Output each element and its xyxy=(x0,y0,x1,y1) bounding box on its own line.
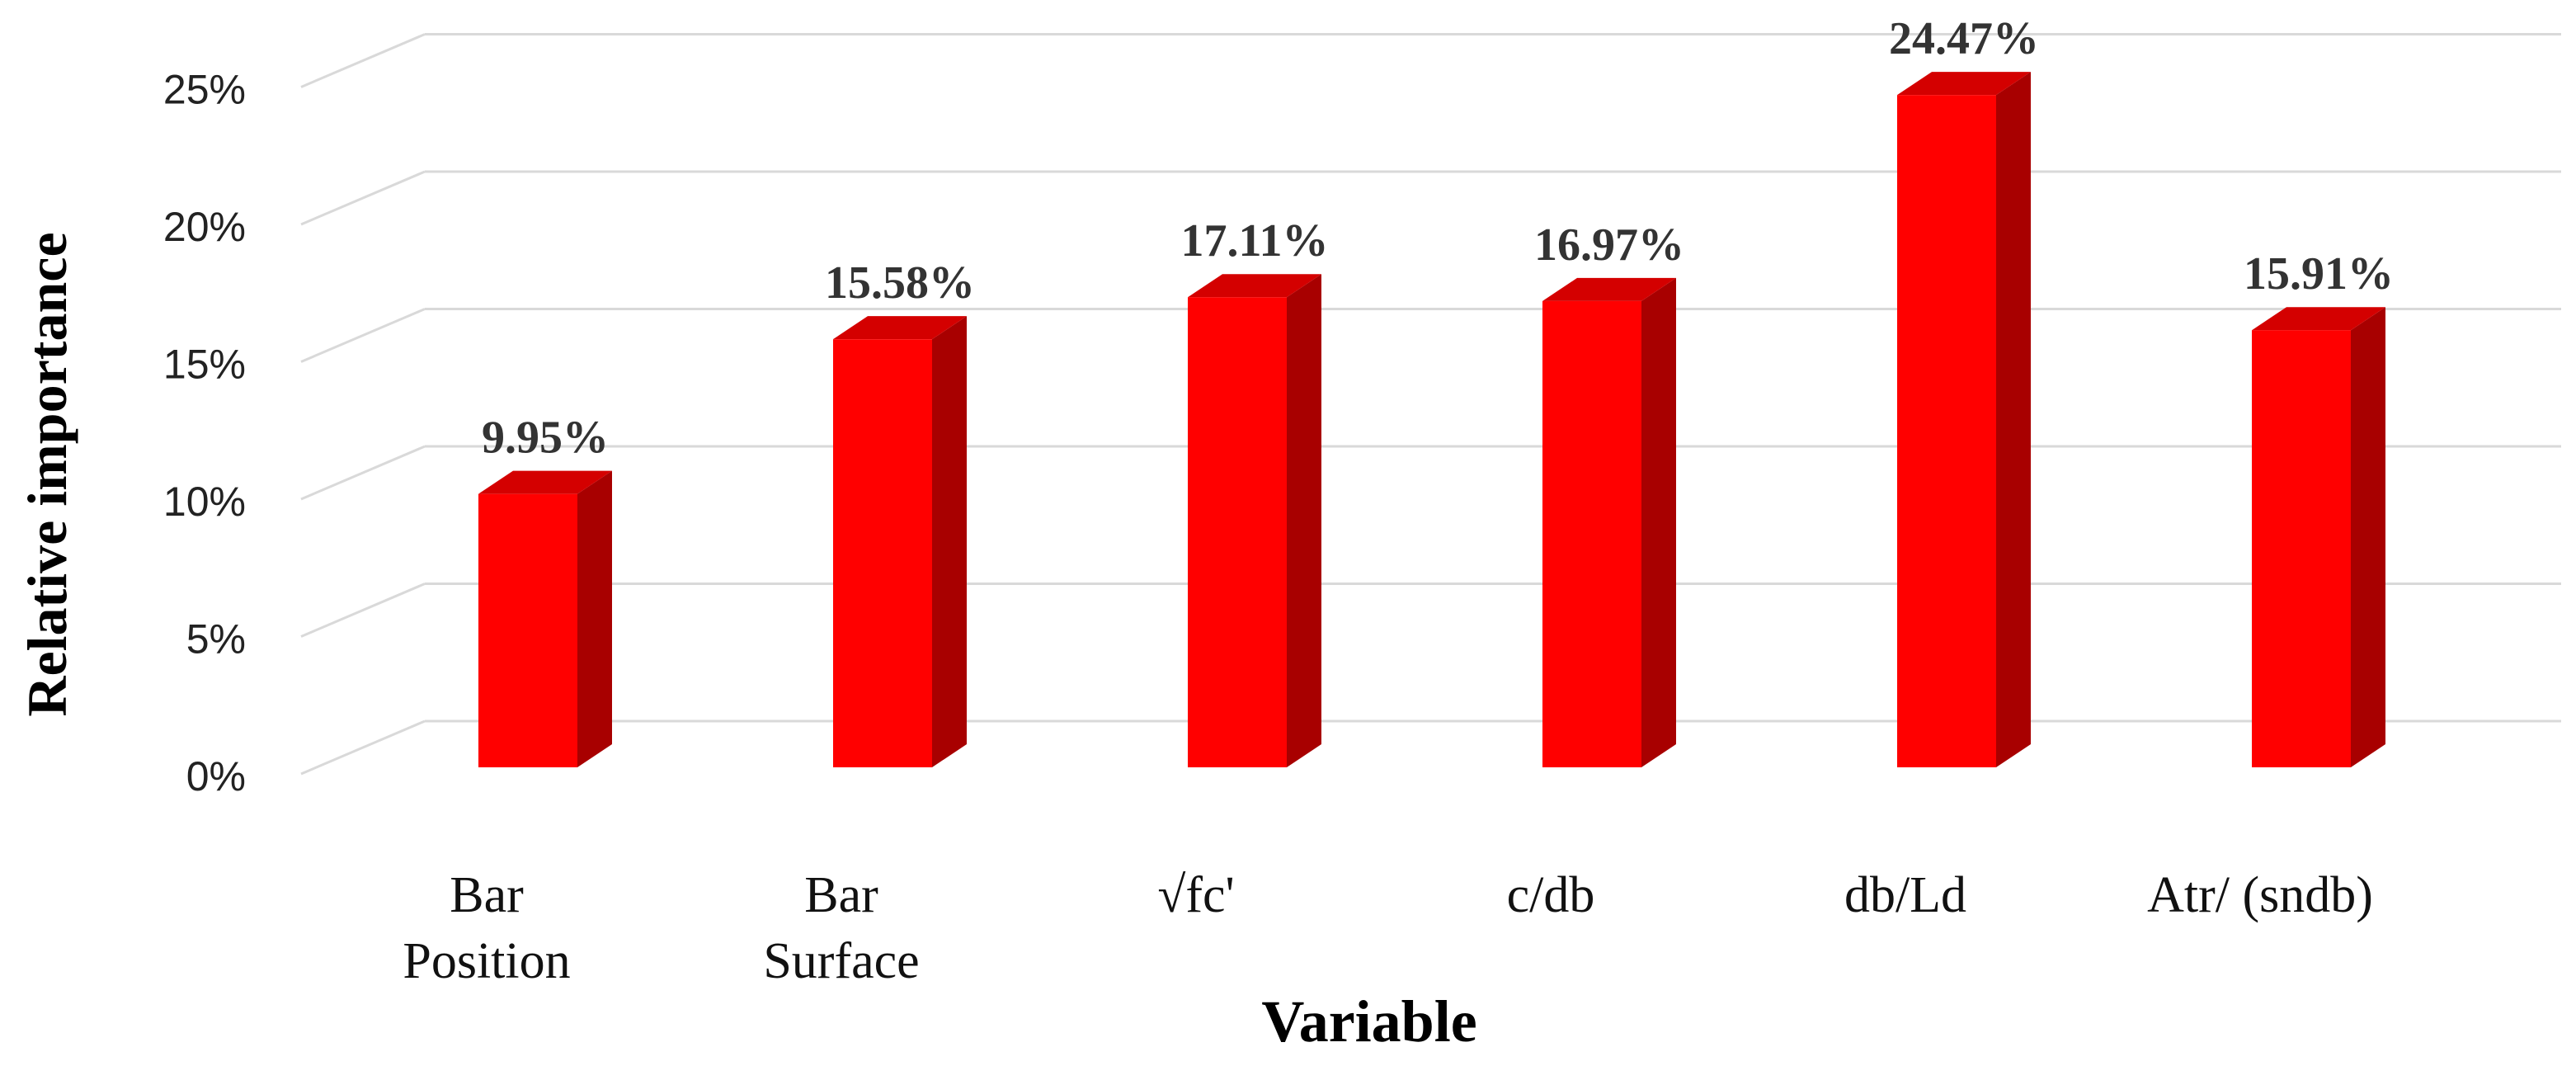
bar-front xyxy=(1897,95,1996,768)
bar-side xyxy=(932,316,967,767)
bar xyxy=(478,470,612,767)
y-axis-ticks: 0% 5% 10% 15% 20% 25% xyxy=(163,67,246,800)
y-tick-label: 25% xyxy=(163,67,246,113)
x-tick-label: Bar Surface xyxy=(763,867,919,989)
bar-side xyxy=(1287,274,1321,767)
data-label: 15.58% xyxy=(825,257,975,309)
bar xyxy=(1188,274,1321,767)
bar-side xyxy=(1641,277,1676,767)
gridline-diagonal xyxy=(300,170,426,226)
bar-front xyxy=(2252,330,2351,767)
bar xyxy=(1897,72,2031,768)
y-axis-title: Relative importance xyxy=(16,232,78,716)
y-tick-label: 10% xyxy=(163,479,246,525)
bars xyxy=(478,72,2385,768)
x-tick-label: db/Ld xyxy=(1844,867,1966,923)
gridlines xyxy=(300,33,2561,776)
bar-top xyxy=(1188,274,1321,298)
bar-top xyxy=(2252,307,2385,331)
bar-side xyxy=(577,470,612,767)
data-label: 24.47% xyxy=(1889,13,2039,64)
x-tick-label: Bar Position xyxy=(403,867,570,989)
data-labels: 9.95% 15.58% 17.11% 16.97% 24.47% 15.91% xyxy=(482,13,2394,464)
y-tick-label: 0% xyxy=(186,753,246,800)
x-tick-label: √fc' xyxy=(1157,867,1234,923)
y-tick-label: 15% xyxy=(163,342,246,388)
gridline-diagonal xyxy=(300,33,426,88)
bar xyxy=(1542,277,1676,767)
bar-front xyxy=(1542,300,1641,767)
gridline-diagonal xyxy=(300,308,426,363)
bar-side xyxy=(1996,72,2031,768)
y-tick-label: 5% xyxy=(186,616,246,663)
data-label: 16.97% xyxy=(1534,219,1684,271)
bar-top xyxy=(1542,277,1676,301)
bar-front xyxy=(1188,297,1287,767)
gridline-diagonal xyxy=(300,445,426,501)
x-tick-label: Atr/ (sndb) xyxy=(2147,867,2373,923)
bar-side xyxy=(2351,307,2385,767)
y-tick-label: 20% xyxy=(163,204,246,250)
bar-front xyxy=(478,493,577,767)
bar-top xyxy=(1897,72,2031,96)
x-tick-label: c/db xyxy=(1507,867,1595,923)
gridline-diagonal xyxy=(300,719,426,776)
bar xyxy=(833,316,967,767)
bar-front xyxy=(833,339,932,767)
x-axis-categories: Bar Position Bar Surface √fc' c/db db/Ld Atr/ (… xyxy=(403,867,2373,989)
data-label: 9.95% xyxy=(482,413,609,464)
x-axis-title: Variable xyxy=(1261,988,1476,1054)
bar-top xyxy=(833,316,967,340)
data-label: 17.11% xyxy=(1181,215,1329,266)
gridline-diagonal xyxy=(300,583,426,638)
data-label: 15.91% xyxy=(2244,248,2394,300)
bar-top xyxy=(478,470,612,494)
bar xyxy=(2252,307,2385,767)
